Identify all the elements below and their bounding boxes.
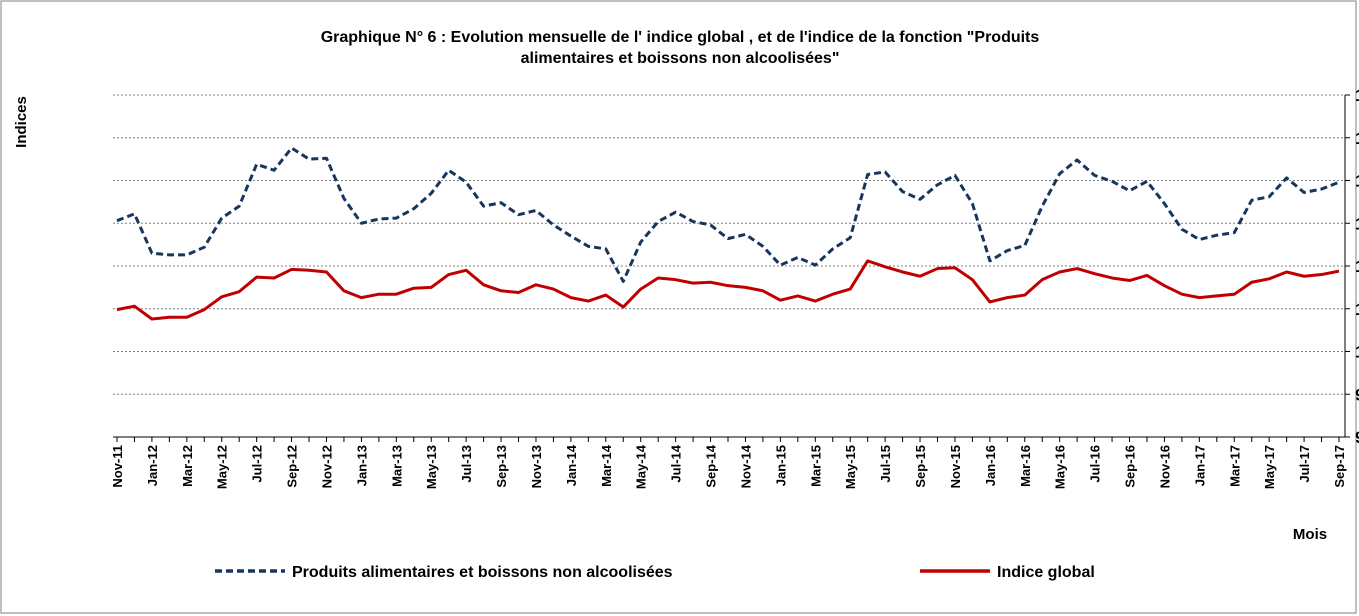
x-tick-label: Mar-17 [1227, 445, 1242, 487]
x-tick-label: Sep-12 [285, 445, 300, 488]
x-tick-label: Nov-11 [110, 445, 125, 488]
x-tick-label: Jan-12 [145, 445, 160, 486]
x-tick-label: Mar-14 [599, 444, 614, 487]
x-tick-label: Jul-12 [250, 445, 265, 483]
legend-label: Produits alimentaires et boissons non al… [292, 564, 673, 581]
x-tick-label: Jul-14 [669, 444, 684, 482]
x-tick-label: Jan-13 [354, 445, 369, 486]
x-tick-label: May-17 [1262, 445, 1277, 489]
x-tick-label: Sep-14 [704, 444, 719, 487]
y-tick-label: 130 [1355, 86, 1359, 105]
x-tick-label: Nov-13 [529, 445, 544, 488]
x-tick-label: Mar-12 [180, 445, 195, 487]
x-tick-label: Nov-16 [1157, 445, 1172, 488]
series-line [116, 146, 1340, 283]
x-tick-label: Jul-13 [459, 445, 474, 483]
y-tick-label: 100 [1355, 343, 1359, 362]
x-tick-label: Nov-15 [948, 445, 963, 488]
series-line [116, 259, 1340, 321]
x-tick-label: Sep-17 [1332, 445, 1347, 488]
x-tick-label: Nov-12 [319, 445, 334, 488]
x-tick-label: Sep-13 [494, 445, 509, 488]
x-tick-label: May-15 [843, 445, 858, 489]
x-axis-label: Mois [1293, 526, 1327, 543]
x-tick-label: May-16 [1053, 445, 1068, 489]
x-tick-label: Mar-16 [1018, 445, 1033, 487]
y-tick-label: 90 [1355, 428, 1359, 447]
x-tick-label: Jul-16 [1088, 445, 1103, 483]
x-tick-label: Sep-16 [1123, 445, 1138, 488]
x-tick-label: Jan-16 [983, 445, 998, 486]
y-tick-label: 95 [1355, 385, 1359, 404]
x-tick-label: Jan-15 [773, 445, 788, 486]
x-tick-label: Mar-13 [389, 445, 404, 487]
y-tick-label: 105 [1355, 300, 1359, 319]
x-tick-label: May-13 [424, 445, 439, 489]
x-tick-label: Jan-14 [564, 444, 579, 486]
y-tick-label: 120 [1355, 172, 1359, 191]
legend-label: Indice global [997, 564, 1095, 581]
x-tick-label: May-12 [215, 445, 230, 489]
x-tick-label: Jul-15 [878, 445, 893, 483]
chart-title: Graphique N° 6 : Evolution mensuelle de … [321, 29, 1040, 46]
y-tick-label: 115 [1355, 214, 1359, 233]
x-tick-label: Mar-15 [808, 445, 823, 487]
x-tick-label: Sep-15 [913, 445, 928, 488]
y-tick-label: 110 [1355, 257, 1359, 276]
y-axis-label: Indices [13, 96, 30, 148]
y-tick-label: 125 [1355, 129, 1359, 148]
chart-subtitle: alimentaires et boissons non alcoolisées… [521, 50, 840, 67]
x-tick-label: Nov-14 [738, 444, 753, 488]
x-tick-label: Jul-17 [1297, 445, 1312, 483]
x-tick-label: Jan-17 [1192, 445, 1207, 486]
x-tick-label: May-14 [634, 444, 649, 489]
